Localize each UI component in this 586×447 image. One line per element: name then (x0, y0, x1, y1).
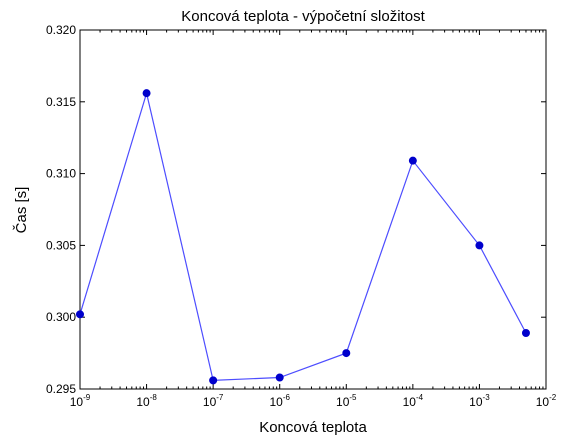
data-point (76, 310, 84, 319)
data-point (209, 376, 218, 385)
y-tick-label: 0.295 (46, 382, 76, 396)
x-axis: 10-9 10-8 10-7 10-6 10-5 10-4 10-3 10-2 (70, 30, 557, 409)
y-tick-label: 0.315 (46, 95, 76, 109)
series-group (76, 89, 530, 385)
x-tick-label: 10-3 (469, 393, 490, 409)
plot-frame (79, 29, 547, 390)
data-point (142, 89, 151, 98)
series-line (79, 90, 527, 382)
chart-title: Koncová teplota - výpočetní složitost (181, 8, 425, 25)
y-tick-label: 0.320 (46, 23, 76, 37)
data-point (475, 241, 484, 250)
x-tick-label: 10-6 (269, 393, 290, 409)
x-axis-label: Koncová teplota (259, 419, 367, 436)
x-tick-label: 10-7 (203, 393, 224, 409)
x-tick-label: 10-8 (136, 393, 157, 409)
y-axis-label: Čas [s] (13, 187, 30, 234)
x-tick-label: 10-4 (403, 393, 424, 409)
x-tick-label: 10-2 (536, 393, 557, 409)
y-tick-label: 0.305 (46, 238, 76, 252)
y-axis: 0.295 0.300 0.305 0.310 0.315 0.320 (46, 23, 546, 396)
data-point (275, 373, 284, 382)
data-point (521, 328, 530, 337)
y-tick-label: 0.310 (46, 167, 76, 181)
data-point (342, 349, 351, 358)
data-point (408, 156, 417, 165)
x-tick-label: 10-9 (70, 393, 91, 409)
y-tick-label: 0.300 (46, 310, 76, 324)
x-tick-label: 10-5 (336, 393, 357, 409)
